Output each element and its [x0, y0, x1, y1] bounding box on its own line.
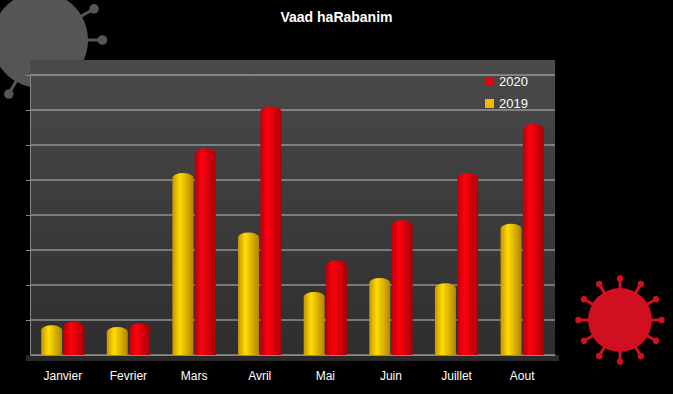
tick: Juillet	[441, 369, 472, 383]
bar	[457, 173, 478, 355]
decoration	[575, 317, 581, 323]
decoration	[638, 281, 644, 287]
x-axis: Janvier Fevrier Mars Avril Mai Juin Juillet Aou…	[31, 356, 556, 383]
decoration	[653, 296, 659, 302]
decoration	[575, 275, 665, 365]
axis-line	[31, 355, 556, 356]
tick-label: Janvier	[43, 369, 82, 383]
decoration	[617, 275, 623, 281]
floor	[26, 355, 559, 361]
bar	[195, 149, 216, 356]
tick: Juin	[380, 369, 402, 383]
bar	[107, 327, 128, 355]
decoration	[653, 338, 659, 344]
title: Vaad haRabanim	[280, 9, 392, 25]
legend-swatch	[485, 99, 494, 108]
bar	[326, 261, 347, 356]
bar	[172, 173, 193, 355]
grid-line	[30, 75, 555, 76]
tick-mark	[26, 75, 30, 76]
bar	[392, 220, 413, 355]
bar	[435, 283, 456, 355]
legend-swatch	[485, 77, 494, 86]
tick-label: Mai	[316, 369, 335, 383]
tick	[26, 215, 30, 216]
decoration	[588, 288, 652, 352]
tick: Janvier	[43, 369, 82, 383]
tick	[26, 285, 30, 286]
y-axis	[26, 76, 31, 356]
tick-mark	[26, 110, 30, 111]
tick-label: Avril	[248, 369, 271, 383]
bar	[260, 107, 281, 356]
bar	[369, 278, 390, 355]
tick-label: Juin	[380, 369, 402, 383]
bar	[304, 292, 325, 355]
decoration	[98, 35, 108, 45]
tick-mark	[26, 215, 30, 216]
decoration	[638, 353, 644, 359]
bar	[63, 322, 84, 355]
decoration	[617, 358, 623, 364]
decoration	[658, 317, 664, 323]
tick-mark	[26, 145, 30, 146]
tick	[26, 75, 30, 76]
tick	[26, 320, 30, 321]
tick: Fevrier	[110, 369, 147, 383]
bar	[238, 233, 259, 356]
decoration	[4, 89, 14, 99]
tick: Aout	[510, 369, 535, 383]
tick-label: Fevrier	[110, 369, 147, 383]
tick: Mars	[181, 369, 208, 383]
decoration	[596, 281, 602, 287]
tick-mark	[26, 320, 30, 321]
grid-line	[30, 110, 555, 111]
bar	[523, 124, 544, 355]
legend-label: 2019	[499, 96, 528, 111]
decoration	[581, 338, 587, 344]
tick	[26, 145, 30, 146]
axis-line	[26, 76, 31, 356]
bar	[129, 324, 150, 356]
bars	[41, 107, 544, 356]
tick	[26, 110, 30, 111]
tick-mark	[26, 285, 30, 286]
tick-label: Mars	[181, 369, 208, 383]
tick-mark	[26, 250, 30, 251]
chart: Janvier Fevrier Mars Avril Mai Juin Juillet Aou…	[0, 0, 673, 394]
tick	[26, 180, 30, 181]
tick	[26, 250, 30, 251]
tick-label: Aout	[510, 369, 535, 383]
bar	[501, 224, 522, 355]
grid-line	[30, 145, 555, 146]
decoration	[581, 296, 587, 302]
tick: Mai	[316, 369, 335, 383]
tick-label: Juillet	[441, 369, 472, 383]
legend-label: 2020	[499, 74, 528, 89]
legend: 2020 2019	[485, 74, 528, 111]
decoration	[596, 353, 602, 359]
tick: Avril	[248, 369, 271, 383]
tick-mark	[26, 180, 30, 181]
decoration	[89, 4, 99, 14]
bar	[41, 325, 62, 355]
